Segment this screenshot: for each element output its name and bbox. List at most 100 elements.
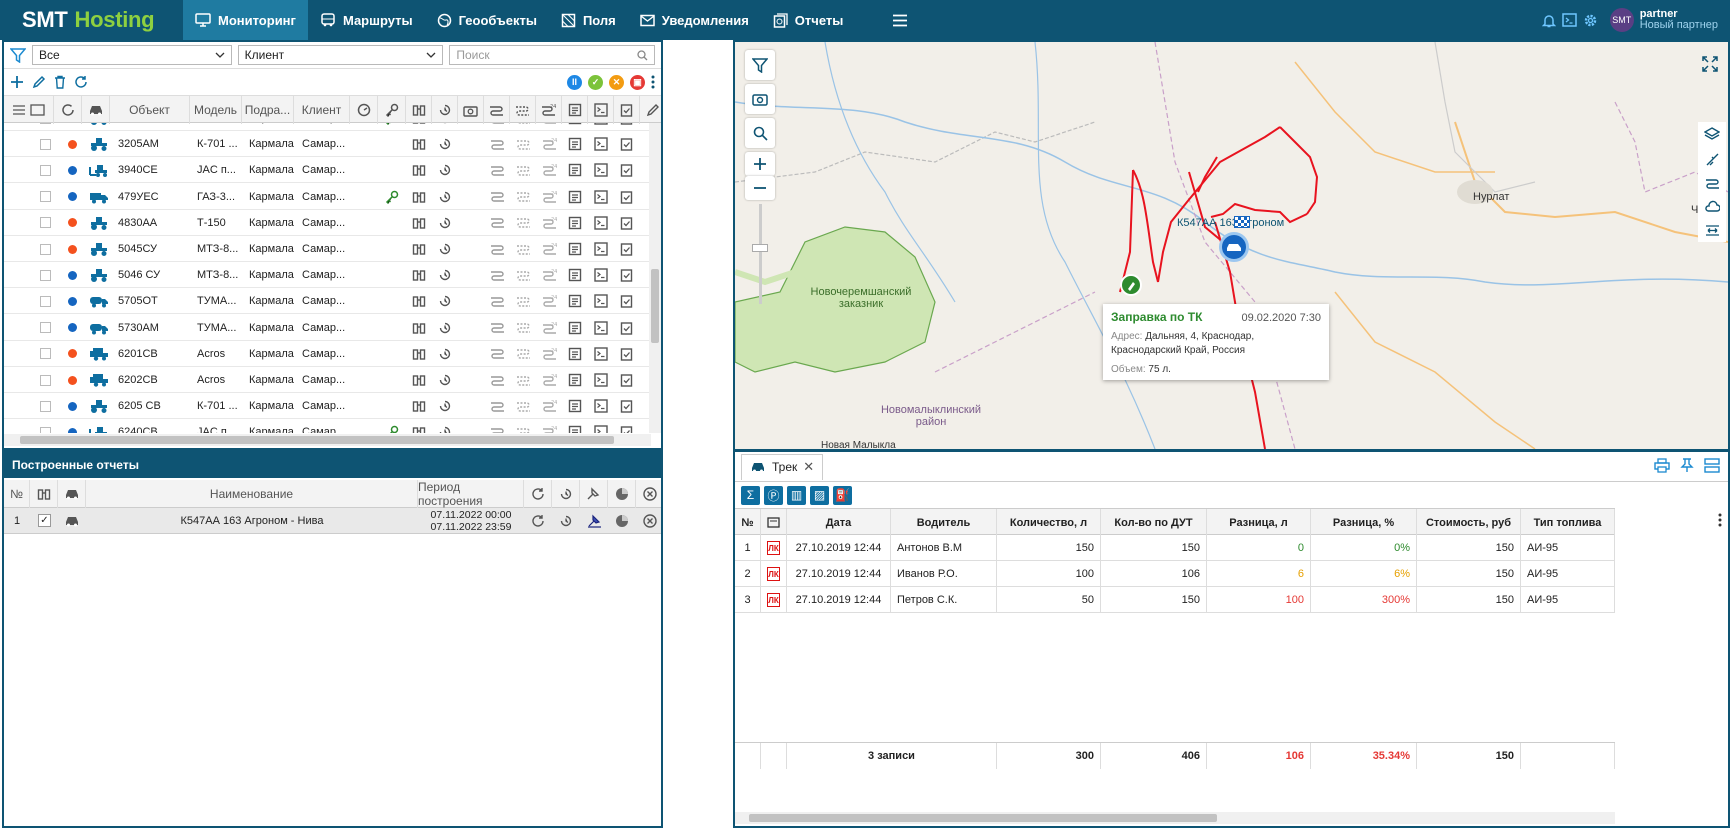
track-icon[interactable]: [516, 236, 532, 262]
track-vertical-scrollbar[interactable]: [1714, 535, 1726, 795]
terminal-icon[interactable]: [594, 157, 610, 183]
list-icon[interactable]: [568, 393, 584, 419]
col-num[interactable]: №: [4, 480, 30, 508]
track-24h-icon[interactable]: 24: [542, 262, 558, 288]
route-icon[interactable]: [490, 367, 506, 393]
clipboard-check-icon[interactable]: [620, 419, 636, 433]
list-icon[interactable]: [568, 184, 584, 210]
fuel-col-header[interactable]: Дата: [787, 509, 891, 536]
row-checkbox[interactable]: [40, 131, 54, 157]
key-icon[interactable]: [385, 123, 401, 131]
object-name[interactable]: 3101АК63: [118, 123, 190, 131]
binoculars-icon[interactable]: [412, 123, 428, 131]
col-binoculars[interactable]: [30, 480, 58, 508]
table-row[interactable]: 6202СВ Acros Кармала Самар... 24: [4, 367, 651, 393]
track-icon[interactable]: [516, 123, 532, 131]
history-icon[interactable]: [438, 123, 454, 131]
col-name[interactable]: Наименование: [86, 480, 418, 508]
map-filter-button[interactable]: [745, 50, 775, 80]
track-icon[interactable]: [516, 288, 532, 314]
col-model[interactable]: Модель: [190, 96, 242, 124]
object-name[interactable]: 5705ОТ: [118, 295, 158, 308]
track-24h-icon[interactable]: 24: [542, 288, 558, 314]
trash-icon[interactable]: [54, 75, 66, 89]
col-rebuild[interactable]: [524, 480, 552, 508]
clipboard-check-icon[interactable]: [620, 315, 636, 341]
close-circle-icon[interactable]: [643, 514, 657, 528]
row-checkbox[interactable]: [40, 367, 54, 393]
track-24h-icon[interactable]: 24: [542, 157, 558, 183]
col-key[interactable]: [378, 96, 406, 124]
row-checkbox[interactable]: [40, 288, 54, 314]
nav-geoobjects[interactable]: Геообъекты: [425, 0, 549, 40]
vehicle-marker[interactable]: [1219, 232, 1249, 262]
terminal-icon[interactable]: [594, 184, 610, 210]
table-row[interactable]: 6205 СВ К-701 ... Кармала Самар... 24: [4, 393, 651, 420]
table-row[interactable]: 5045СУ МТЗ-8... Кармала Самар... 24: [4, 236, 651, 262]
terminal-icon[interactable]: [594, 236, 610, 262]
binoculars-icon[interactable]: [412, 184, 428, 210]
col-fuel-card[interactable]: [761, 509, 787, 536]
track-24h-icon[interactable]: 24: [542, 131, 558, 157]
table-row[interactable]: 1 ЛК 27.10.2019 12:44 Антонов В.М 150 150 0 0% 1…: [735, 535, 1615, 561]
nav-monitoring[interactable]: Мониторинг: [183, 0, 308, 40]
clipboard-check-icon[interactable]: [620, 341, 636, 367]
terminal-icon[interactable]: [594, 341, 610, 367]
avatar[interactable]: SMT: [1609, 8, 1634, 32]
object-name[interactable]: 5046 СУ: [118, 269, 161, 282]
parking-icon[interactable]: Ⓟ: [764, 485, 783, 505]
objects-horizontal-scrollbar[interactable]: [4, 434, 651, 446]
app-logo[interactable]: SMT Hosting: [0, 0, 183, 40]
history-icon[interactable]: [438, 341, 454, 367]
clipboard-check-icon[interactable]: [620, 288, 636, 314]
clipboard-check-icon[interactable]: [620, 367, 636, 393]
map-panel[interactable]: Новочеремшанский заказник Нурлат Челно Н…: [733, 40, 1730, 451]
list-icon[interactable]: [568, 315, 584, 341]
row-checkbox[interactable]: [40, 315, 54, 341]
col-period[interactable]: Период построения: [418, 480, 524, 508]
fuel-col-header[interactable]: Стоимость, руб: [1417, 509, 1521, 536]
key-icon[interactable]: [385, 184, 401, 210]
check-icon[interactable]: ✓: [588, 74, 603, 90]
history-icon[interactable]: [559, 514, 573, 528]
table-row[interactable]: 3 ЛК 27.10.2019 12:44 Петров С.К. 50 150 100 30…: [735, 587, 1615, 613]
route-icon[interactable]: [1705, 177, 1720, 190]
pie-chart-icon[interactable]: [615, 514, 629, 528]
terminal-icon[interactable]: [594, 210, 610, 236]
col-tasks[interactable]: [614, 96, 640, 124]
binoculars-icon[interactable]: [412, 315, 428, 341]
track-24h-icon[interactable]: 24: [542, 367, 558, 393]
list-icon[interactable]: [568, 123, 584, 131]
terminal-icon[interactable]: [594, 419, 610, 433]
list-icon[interactable]: [568, 367, 584, 393]
refresh-icon[interactable]: [74, 75, 88, 89]
binoculars-icon[interactable]: [412, 393, 428, 419]
layout-icon[interactable]: [1704, 458, 1720, 473]
list-icon[interactable]: [568, 210, 584, 236]
object-name[interactable]: 6205 СВ: [118, 400, 161, 413]
row-checkbox[interactable]: [40, 393, 54, 419]
object-name[interactable]: 6202СВ: [118, 374, 158, 386]
nav-fields[interactable]: Поля: [549, 0, 628, 40]
row-checkbox[interactable]: [40, 123, 54, 131]
filter-icon[interactable]: [10, 47, 26, 63]
route-icon[interactable]: [490, 210, 506, 236]
object-name[interactable]: 3205АМ: [118, 138, 159, 151]
zoom-slider[interactable]: [759, 204, 762, 304]
history-icon[interactable]: [438, 393, 454, 419]
terminal-icon[interactable]: [594, 393, 610, 419]
col-division[interactable]: Подра...: [242, 96, 294, 124]
group-select[interactable]: Все: [32, 45, 232, 65]
gear-icon[interactable]: [1583, 13, 1598, 28]
distance-icon[interactable]: [1705, 224, 1720, 237]
user-info[interactable]: partner Новый партнер: [1640, 9, 1718, 31]
route-icon[interactable]: [490, 262, 506, 288]
route-icon[interactable]: [490, 341, 506, 367]
binoculars-icon[interactable]: [412, 341, 428, 367]
ruler-icon[interactable]: [1705, 152, 1720, 167]
binoculars-icon[interactable]: [412, 236, 428, 262]
col-track[interactable]: [510, 96, 536, 124]
clipboard-check-icon[interactable]: [620, 210, 636, 236]
table-row[interactable]: 4830АА Т-150 Кармала Самар... 24: [4, 210, 651, 236]
binoculars-icon[interactable]: [412, 210, 428, 236]
